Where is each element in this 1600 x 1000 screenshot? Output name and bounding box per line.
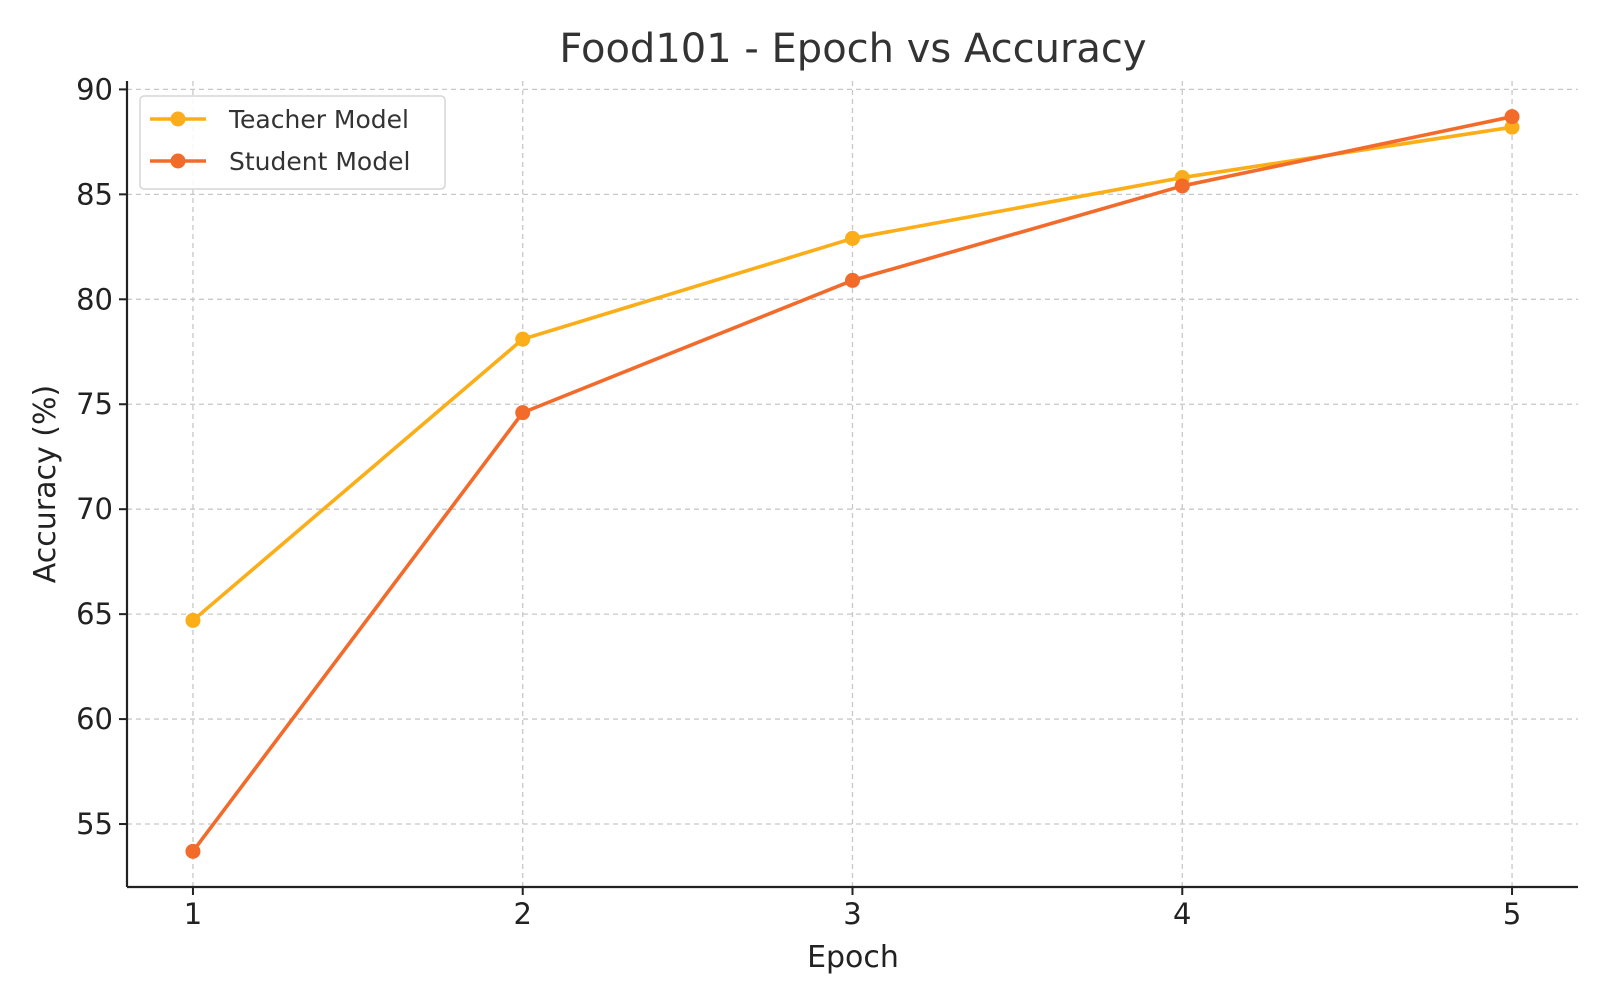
legend: Teacher Model Student Model xyxy=(139,95,446,190)
student-model-point xyxy=(515,405,531,421)
student-model-legend-marker xyxy=(170,153,186,169)
y-tick-label: 70 xyxy=(76,492,113,526)
student-model-series xyxy=(185,109,1520,859)
teacher-model-series xyxy=(185,119,1520,628)
x-axis-label: Epoch xyxy=(807,940,899,975)
x-tick-label: 4 xyxy=(1173,897,1191,931)
y-tick-label: 60 xyxy=(76,702,113,736)
y-tick-label: 65 xyxy=(76,597,113,631)
teacher-model-point xyxy=(845,230,860,246)
teacher-model-point xyxy=(515,331,531,347)
teacher-model-point xyxy=(185,612,201,628)
x-tick-label: 1 xyxy=(184,897,202,931)
teacher-model-legend-marker xyxy=(170,111,186,127)
y-tick-label: 80 xyxy=(76,282,113,316)
y-tick-label: 85 xyxy=(76,177,113,211)
y-tick-label: 55 xyxy=(76,807,113,841)
teacher-model-point xyxy=(1504,119,1520,135)
student-model-point xyxy=(1174,178,1190,194)
y-tick-label: 90 xyxy=(76,72,113,106)
y-axis-label: Accuracy (%) xyxy=(28,385,63,583)
student-model-point xyxy=(845,272,860,288)
y-tick-label: 75 xyxy=(76,387,113,421)
chart-title: Food101 - Epoch vs Accuracy xyxy=(559,26,1146,72)
teacher-model-legend-label: Teacher Model xyxy=(228,105,409,134)
legend-box xyxy=(139,95,446,190)
student-model-point xyxy=(185,843,201,859)
x-tick-label: 3 xyxy=(843,897,861,931)
student-model-legend-label: Student Model xyxy=(229,147,410,176)
series-layer xyxy=(185,109,1520,859)
x-tick-label: 5 xyxy=(1503,897,1521,931)
grid-layer xyxy=(127,81,1578,887)
x-tick-label: 2 xyxy=(514,897,532,931)
student-model-point xyxy=(1504,109,1520,125)
